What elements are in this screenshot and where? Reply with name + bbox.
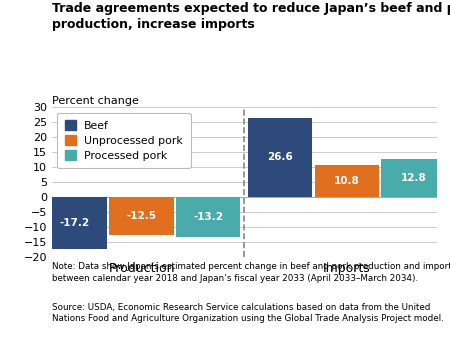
Text: 26.6: 26.6: [267, 152, 293, 162]
Text: 10.8: 10.8: [334, 176, 360, 186]
Legend: Beef, Unprocessed pork, Processed pork: Beef, Unprocessed pork, Processed pork: [57, 113, 191, 168]
Text: Percent change: Percent change: [52, 96, 139, 106]
Text: -13.2: -13.2: [193, 212, 223, 222]
Text: Trade agreements expected to reduce Japan’s beef and pork
production, increase i: Trade agreements expected to reduce Japa…: [52, 2, 450, 31]
Bar: [43, 197, 107, 249]
Text: 12.8: 12.8: [400, 173, 426, 183]
Text: Source: USDA, Economic Research Service calculations based on data from the Unit: Source: USDA, Economic Research Service …: [52, 303, 444, 323]
Bar: [176, 197, 240, 237]
Text: Note: Data show Japan’s estimated percent change in beef and pork production and: Note: Data show Japan’s estimated percen…: [52, 262, 450, 283]
Bar: [315, 165, 379, 197]
Text: -12.5: -12.5: [126, 211, 157, 221]
Text: -17.2: -17.2: [60, 218, 90, 228]
Bar: [381, 159, 446, 197]
Bar: [109, 197, 174, 234]
Bar: [248, 118, 312, 197]
